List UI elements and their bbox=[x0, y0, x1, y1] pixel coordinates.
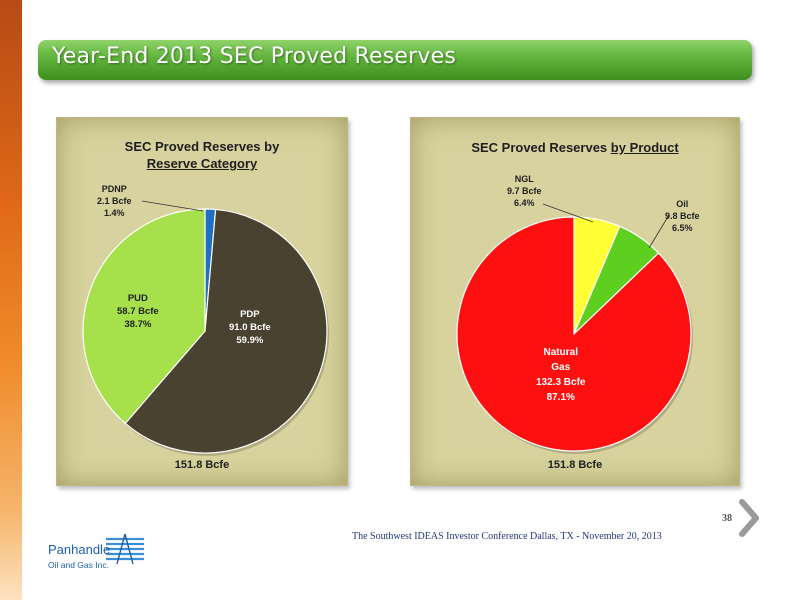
label-natural-gas-name-line1: Natural bbox=[543, 347, 578, 358]
label-pdnp-value: 2.1 Bcfe bbox=[97, 196, 132, 206]
next-slide-chevron-icon[interactable] bbox=[736, 498, 762, 538]
label-pdp-value: 91.0 Bcfe bbox=[229, 322, 271, 333]
label-oil: Oil 9.8 Bcfe 6.5% bbox=[665, 198, 700, 234]
label-natural-gas-value: 132.3 Bcfe bbox=[536, 377, 586, 388]
label-pdnp-name: PDNP bbox=[101, 184, 127, 194]
chart-title-underlined: by Product bbox=[610, 140, 679, 155]
logo-derrick-icon bbox=[106, 534, 144, 564]
label-natural-gas-percent: 87.1% bbox=[546, 392, 575, 403]
chart-title-reserve-category: SEC Proved Reserves by Reserve Category bbox=[57, 138, 347, 172]
label-pdp-percent: 59.9% bbox=[236, 335, 264, 346]
label-oil-name: Oil bbox=[676, 199, 689, 209]
chart-total-reserve-category: 151.8 Bcfe bbox=[174, 459, 230, 471]
chart-title-line2: Reserve Category bbox=[146, 156, 258, 171]
label-pud-percent: 38.7% bbox=[124, 319, 152, 330]
label-pud-value: 58.7 Bcfe bbox=[117, 306, 159, 317]
pie-chart-reserve-category bbox=[82, 200, 329, 456]
label-pud: PUD 58.7 Bcfe 38.7% bbox=[117, 292, 159, 331]
leader-line-oil bbox=[648, 214, 670, 249]
decorative-side-stripe bbox=[0, 0, 22, 600]
label-pdnp-percent: 1.4% bbox=[104, 208, 125, 218]
chart-title-by-product: SEC Proved Reserves by Product bbox=[411, 139, 739, 156]
chart-panel-reserve-category: SEC Proved Reserves by Reserve Category … bbox=[56, 117, 348, 486]
label-oil-percent: 6.5% bbox=[672, 223, 693, 233]
logo-name: Panhandle bbox=[48, 542, 111, 557]
logo-subtitle: Oil and Gas Inc. bbox=[48, 560, 109, 570]
pie-slice-pud bbox=[82, 208, 206, 425]
chart-total-by-product: 151.8 Bcfe bbox=[547, 459, 603, 471]
page-number: 38 bbox=[722, 513, 732, 524]
label-ngl-value: 9.7 Bcfe bbox=[507, 186, 542, 196]
label-pdp: PDP 91.0 Bcfe 59.9% bbox=[229, 308, 271, 347]
label-natural-gas-name-line2: Gas bbox=[551, 362, 571, 373]
chart-title-plain: SEC Proved Reserves bbox=[471, 140, 611, 155]
pie-slice-pdp bbox=[124, 208, 328, 454]
label-oil-value: 9.8 Bcfe bbox=[665, 211, 700, 221]
title-banner: Year-End 2013 SEC Proved Reserves bbox=[38, 40, 752, 80]
leader-line-ngl bbox=[542, 203, 594, 223]
label-ngl: NGL 9.7 Bcfe 6.4% bbox=[507, 173, 542, 209]
label-pdnp: PDNP 2.1 Bcfe 1.4% bbox=[97, 183, 132, 219]
label-ngl-name: NGL bbox=[514, 174, 534, 184]
pie-chart-by-product bbox=[456, 203, 693, 454]
label-pud-name: PUD bbox=[127, 293, 148, 304]
label-ngl-percent: 6.4% bbox=[514, 198, 535, 208]
slide-title: Year-End 2013 SEC Proved Reserves bbox=[52, 44, 457, 69]
label-pdp-name: PDP bbox=[240, 309, 260, 320]
pie-slice-natural-gas bbox=[456, 216, 692, 452]
footer-conference-text: The Southwest IDEAS Investor Conference … bbox=[352, 531, 662, 542]
chart-panel-by-product: SEC Proved Reserves by Product NGL 9.7 B… bbox=[410, 117, 740, 486]
chart-title-line1: SEC Proved Reserves by bbox=[124, 139, 280, 154]
leader-line-pdnp bbox=[141, 200, 204, 212]
label-natural-gas: Natural Gas 132.3 Bcfe 87.1% bbox=[536, 345, 585, 405]
company-logo: Panhandle Oil and Gas Inc. bbox=[48, 534, 148, 590]
